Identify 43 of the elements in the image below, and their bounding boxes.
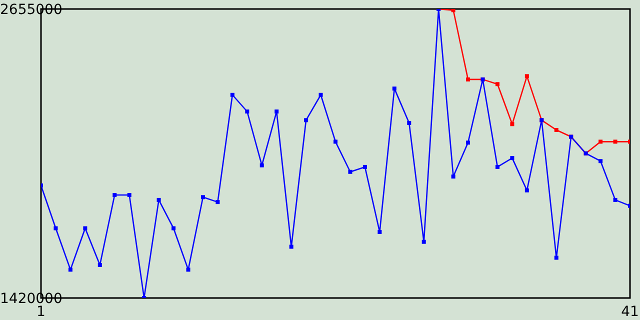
point [407, 120, 412, 125]
point [304, 118, 308, 122]
point [362, 164, 367, 169]
point [495, 164, 500, 169]
point [172, 226, 176, 230]
point [260, 163, 264, 168]
point [598, 140, 603, 144]
point [200, 195, 205, 200]
point [466, 140, 470, 145]
point [524, 188, 529, 192]
point [510, 156, 514, 160]
point [318, 92, 323, 97]
point [127, 193, 132, 198]
point [451, 174, 456, 179]
point [510, 122, 514, 126]
y-tick-label: 2655000 [0, 2, 62, 18]
point [54, 226, 58, 230]
point [554, 128, 558, 132]
point [186, 268, 190, 272]
point [98, 263, 102, 268]
point [230, 92, 234, 97]
point [112, 193, 117, 198]
point [289, 244, 294, 249]
point [156, 198, 161, 202]
point [451, 9, 456, 12]
point [613, 198, 618, 202]
point [334, 140, 338, 144]
point [274, 109, 279, 114]
point [613, 140, 618, 144]
point [216, 200, 220, 204]
x-tick-label: 41 [621, 304, 639, 320]
point [392, 86, 396, 91]
point [466, 77, 470, 82]
point [524, 74, 529, 78]
point [495, 82, 500, 86]
point [348, 170, 352, 174]
point [378, 230, 382, 234]
point [598, 159, 603, 164]
point [83, 226, 88, 230]
point [422, 240, 426, 244]
point [554, 256, 558, 260]
point [245, 109, 250, 114]
point [68, 268, 72, 272]
